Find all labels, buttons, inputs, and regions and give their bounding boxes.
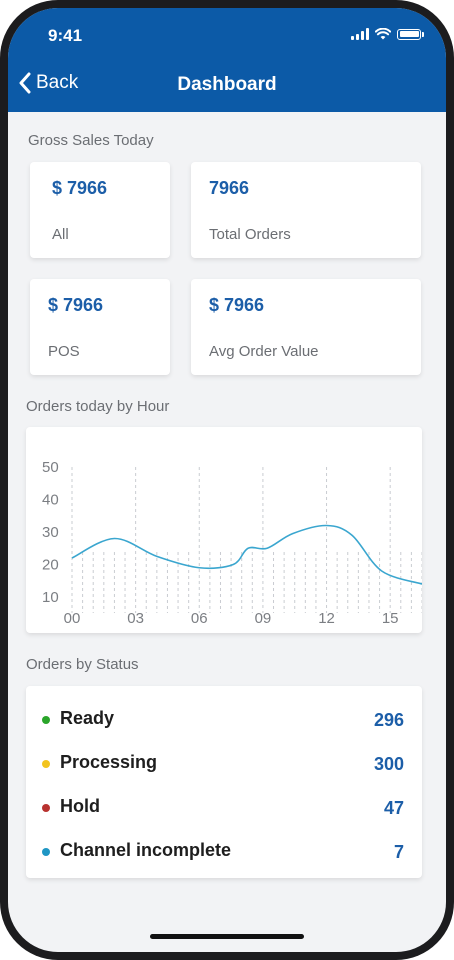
x-tick-label: 03 xyxy=(127,610,144,627)
screen: 9:41 Back Dashboard xyxy=(8,8,446,952)
status-dot xyxy=(42,804,50,812)
status-dot xyxy=(42,716,50,724)
status-name: Processing xyxy=(60,752,158,772)
y-tick-label: 10 xyxy=(42,589,59,606)
status-bar: 9:41 xyxy=(8,8,446,60)
status-name: Hold xyxy=(60,796,100,816)
metric-card-all[interactable]: $ 7966 All xyxy=(30,162,170,258)
back-label: Back xyxy=(36,72,79,93)
back-button[interactable]: Back xyxy=(18,72,78,94)
status-icons xyxy=(351,28,424,40)
status-row-processing[interactable]: Processing 300 xyxy=(26,748,422,778)
wifi-icon xyxy=(375,28,391,40)
status-name: Channel incomplete xyxy=(60,840,232,860)
metric-card-total-orders[interactable]: 7966 Total Orders xyxy=(191,162,421,258)
x-tick-label: 00 xyxy=(64,610,81,627)
orders-by-status-card: Ready 296 Processing 300 Hold 47 Channel… xyxy=(26,686,422,878)
home-indicator xyxy=(150,934,304,939)
orders-by-hour-chart: 50 40 30 20 10 00 03 06 09 12 15 xyxy=(42,459,422,627)
metric-value: $ 7966 xyxy=(209,295,265,315)
orders-by-status-title: Orders by Status xyxy=(26,656,139,673)
metric-label: Avg Order Value xyxy=(209,343,319,360)
x-tick-label: 09 xyxy=(255,610,272,627)
chevron-left-icon xyxy=(19,72,31,94)
orders-by-hour-title: Orders today by Hour xyxy=(26,398,170,415)
battery-tip xyxy=(422,31,424,37)
status-count: 47 xyxy=(383,798,404,818)
metric-card-avg-order-value[interactable]: $ 7966 Avg Order Value xyxy=(191,279,421,375)
status-count: 300 xyxy=(373,754,404,774)
metric-label: Total Orders xyxy=(209,226,291,243)
x-tick-label: 12 xyxy=(318,610,335,627)
signal-icon xyxy=(351,28,369,40)
metric-value: 7966 xyxy=(209,178,250,198)
metric-card-pos[interactable]: $ 7966 POS xyxy=(30,279,170,375)
status-dot xyxy=(42,848,50,856)
x-tick-label: 15 xyxy=(382,610,399,627)
x-tick-label: 06 xyxy=(191,610,208,627)
orders-by-hour-chart-card: 50 40 30 20 10 00 03 06 09 12 15 xyxy=(26,427,422,633)
status-dot xyxy=(42,760,50,768)
y-tick-label: 40 xyxy=(42,492,59,509)
gross-sales-title: Gross Sales Today xyxy=(28,132,154,149)
y-tick-label: 50 xyxy=(42,459,59,476)
metric-value: $ 7966 xyxy=(48,295,104,315)
status-count: 7 xyxy=(393,842,404,862)
status-name: Ready xyxy=(60,708,115,728)
metric-label: All xyxy=(52,226,69,243)
status-time: 9:41 xyxy=(48,26,83,45)
page-title: Dashboard xyxy=(177,74,277,95)
battery-icon xyxy=(397,28,421,40)
y-tick-label: 20 xyxy=(42,557,59,574)
orders-line xyxy=(71,524,422,585)
status-row-ready[interactable]: Ready 296 xyxy=(26,704,422,734)
status-row-hold[interactable]: Hold 47 xyxy=(26,792,422,822)
y-tick-label: 30 xyxy=(42,524,59,541)
status-row-channel-incomplete[interactable]: Channel incomplete 7 xyxy=(26,836,422,866)
status-count: 296 xyxy=(373,710,404,730)
metric-label: POS xyxy=(48,343,80,360)
nav-bar: Back Dashboard xyxy=(8,60,446,112)
metric-value: $ 7966 xyxy=(52,178,108,198)
